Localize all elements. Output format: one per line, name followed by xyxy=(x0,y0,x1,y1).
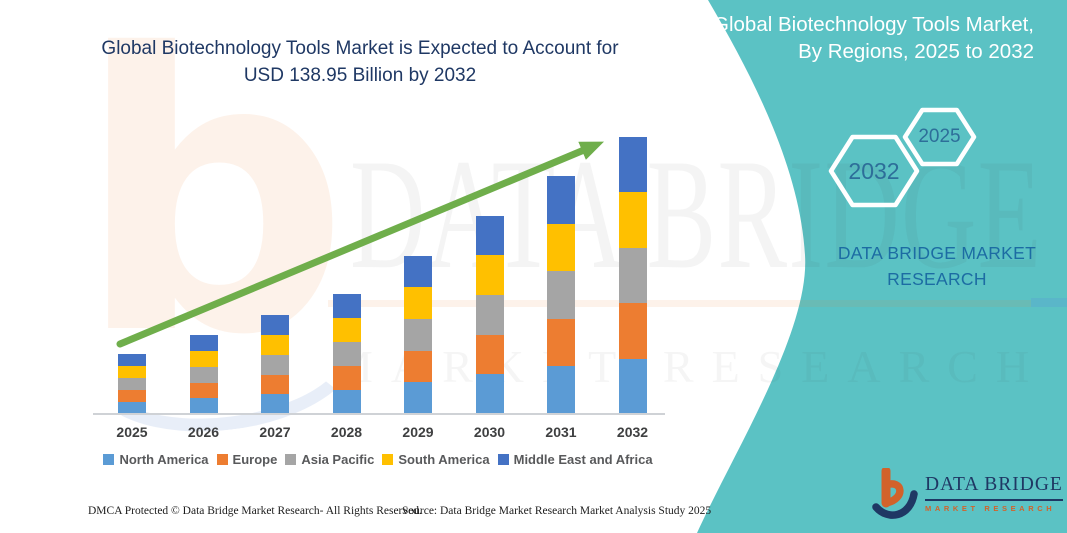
x-axis-label-2031: 2031 xyxy=(545,424,577,440)
segment-north-america-2025 xyxy=(118,402,146,414)
segment-asia-pacific-2032 xyxy=(618,247,647,304)
segment-asia-pacific-2028 xyxy=(332,342,361,367)
stacked-bar-2031 xyxy=(547,175,575,414)
segment-north-america-2029 xyxy=(404,382,432,414)
x-axis-line xyxy=(93,413,665,415)
segment-asia-pacific-2030 xyxy=(475,295,504,335)
segment-south-america-2027 xyxy=(261,335,289,355)
legend-label: Asia Pacific xyxy=(301,452,375,467)
segment-south-america-2031 xyxy=(547,223,575,272)
side-panel-heading: Global Biotechnology Tools Market, By Re… xyxy=(713,12,1034,65)
segment-asia-pacific-2025 xyxy=(118,378,146,391)
watermark-text-secondary: MARKET RESEARCH xyxy=(332,341,1048,392)
segment-south-america-2032 xyxy=(618,192,647,248)
logo-tagline: MARKET RESEARCH xyxy=(925,504,1056,513)
legend-label: North America xyxy=(119,452,209,467)
segment-asia-pacific-2031 xyxy=(547,271,575,319)
segment-north-america-2030 xyxy=(475,374,504,414)
logo-name: DATA BRIDGE xyxy=(925,474,1063,501)
segment-europe-2031 xyxy=(547,318,575,367)
segment-north-america-2031 xyxy=(547,366,575,414)
segment-europe-2026 xyxy=(189,382,218,399)
legend-label: Middle East and Africa xyxy=(513,452,653,467)
segment-europe-2027 xyxy=(261,374,289,395)
segment-middle-east-and-africa-2026 xyxy=(189,335,218,352)
page-title-line2: USD 138.95 Billion by 2032 xyxy=(243,64,477,86)
logo-text: DATA BRIDGE MARKET RESEARCH xyxy=(925,468,1063,513)
x-axis-label-2027: 2027 xyxy=(259,424,291,440)
watermark-underline-band xyxy=(328,300,1031,307)
x-axis-label-2025: 2025 xyxy=(116,424,148,440)
hexagon-2032-label: 2032 xyxy=(848,157,900,184)
x-axis-label-2029: 2029 xyxy=(402,424,434,440)
stacked-bar-2032 xyxy=(618,136,647,414)
segment-asia-pacific-2027 xyxy=(261,354,289,375)
segment-europe-2028 xyxy=(332,366,361,391)
segment-middle-east-and-africa-2027 xyxy=(261,315,289,336)
legend-item-asia-pacific: Asia Pacific xyxy=(285,452,374,467)
segment-south-america-2029 xyxy=(404,287,432,319)
segment-middle-east-and-africa-2025 xyxy=(118,354,146,367)
legend-item-north-america: North America xyxy=(103,452,209,467)
side-panel-heading-line2: By Regions, 2025 to 2032 xyxy=(798,39,1034,63)
stacked-bar-2028 xyxy=(332,294,361,414)
source-note: Source: Data Bridge Market Research Mark… xyxy=(402,505,712,517)
legend-marker-icon xyxy=(382,454,394,465)
x-axis-label-2026: 2026 xyxy=(187,424,220,440)
segment-middle-east-and-africa-2029 xyxy=(404,255,432,288)
segment-north-america-2028 xyxy=(332,390,361,414)
legend-item-south-america: South America xyxy=(382,452,490,467)
dmca-notice: DMCA Protected © Data Bridge Market Rese… xyxy=(88,505,422,517)
segment-middle-east-and-africa-2028 xyxy=(332,294,361,319)
logo-d-swoosh xyxy=(872,490,918,519)
segment-south-america-2026 xyxy=(189,351,218,367)
stacked-bar-2030 xyxy=(475,215,504,414)
chart-legend: North America Europe Asia Pacific South Ame… xyxy=(78,452,678,467)
legend-marker-icon xyxy=(103,454,115,465)
segment-asia-pacific-2029 xyxy=(404,318,432,351)
page-title-line1: Global Biotechnology Tools Market is Exp… xyxy=(101,38,619,59)
segment-south-america-2030 xyxy=(475,255,504,296)
segment-south-america-2025 xyxy=(118,366,146,379)
segment-europe-2030 xyxy=(475,334,504,375)
data-bridge-logo: DATA BRIDGE MARKET RESEARCH xyxy=(872,468,1063,522)
segment-europe-2025 xyxy=(118,390,146,403)
legend-marker-icon xyxy=(285,454,297,465)
segment-north-america-2027 xyxy=(261,394,289,414)
legend-label: South America xyxy=(398,452,490,467)
legend-item-europe: Europe xyxy=(216,452,278,467)
segment-north-america-2032 xyxy=(618,358,647,414)
x-axis-label-2030: 2030 xyxy=(473,424,506,440)
segment-middle-east-and-africa-2032 xyxy=(618,136,647,193)
segment-north-america-2026 xyxy=(189,398,218,414)
x-axis-label-2032: 2032 xyxy=(616,424,649,440)
legend-marker-icon xyxy=(497,454,509,465)
logo-b-bowl xyxy=(884,480,904,507)
segment-middle-east-and-africa-2030 xyxy=(475,215,504,256)
segment-europe-2029 xyxy=(404,350,432,383)
stacked-bar-2025 xyxy=(118,354,146,414)
hexagon-2025-label: 2025 xyxy=(918,126,961,147)
stacked-bar-2029 xyxy=(404,255,432,414)
segment-europe-2032 xyxy=(618,303,647,359)
side-panel-heading-line1: Global Biotechnology Tools Market, xyxy=(713,13,1034,36)
legend-label: Europe xyxy=(232,452,278,467)
stacked-bar-2026 xyxy=(189,335,218,414)
data-bridge-logo-icon xyxy=(872,468,918,519)
legend-marker-icon xyxy=(216,454,228,465)
page-title: Global Biotechnology Tools Market is Exp… xyxy=(95,36,625,89)
segment-middle-east-and-africa-2031 xyxy=(547,175,575,224)
watermark-underline-band-blue xyxy=(1031,298,1067,307)
segment-south-america-2028 xyxy=(332,318,361,343)
segment-asia-pacific-2026 xyxy=(189,366,218,383)
stacked-bar-2027 xyxy=(261,315,289,414)
brand-caption: DATA BRIDGE MARKET RESEARCH xyxy=(837,243,1037,290)
legend-item-middle-east-and-africa: Middle East and Africa xyxy=(497,452,653,467)
x-axis-label-2028: 2028 xyxy=(330,424,363,440)
